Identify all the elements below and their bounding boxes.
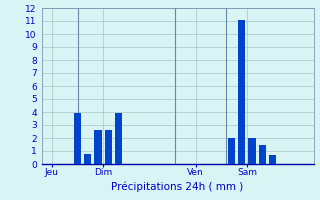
- Bar: [84, 154, 92, 164]
- Bar: [269, 155, 276, 164]
- Bar: [105, 130, 112, 164]
- Bar: [94, 130, 102, 164]
- Bar: [74, 113, 81, 164]
- Bar: [115, 113, 122, 164]
- Bar: [248, 138, 256, 164]
- Bar: [259, 144, 266, 164]
- X-axis label: Précipitations 24h ( mm ): Précipitations 24h ( mm ): [111, 181, 244, 192]
- Bar: [238, 20, 245, 164]
- Bar: [228, 138, 235, 164]
